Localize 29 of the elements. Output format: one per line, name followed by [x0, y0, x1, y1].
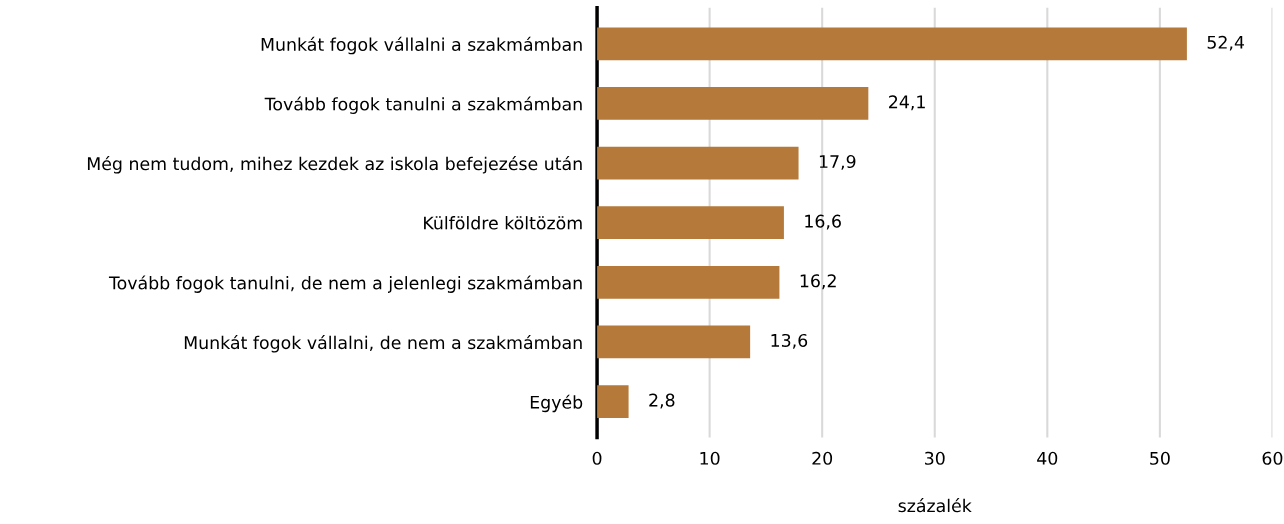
x-tick-label: 60 [1262, 451, 1283, 465]
y-tick-label: Tovább fogok tanulni a szakmámban [264, 96, 582, 114]
bar [597, 206, 784, 240]
data-label: 24,1 [889, 95, 925, 111]
bar [597, 325, 751, 359]
bar [597, 385, 629, 419]
bar [597, 87, 869, 120]
x-tick-label: 20 [812, 451, 833, 465]
bar [597, 146, 799, 180]
x-tick-label: 0 [592, 451, 602, 465]
x-tick-label: 50 [1150, 451, 1170, 465]
y-tick-label: Munkát fogok vállalni a szakmámban [261, 36, 582, 55]
y-tick-label: Még nem tudom, mihez kezdek az iskola befejezése után [87, 156, 582, 174]
x-tick-label: 10 [700, 451, 720, 465]
data-label: 16,6 [805, 214, 841, 230]
data-label: 17,9 [819, 154, 856, 170]
y-tick-label: Egyéb [530, 394, 583, 413]
x-tick-label: 40 [1037, 451, 1058, 465]
bar [597, 27, 1187, 61]
x-axis-title: százalék [898, 498, 972, 513]
x-tick-label: 30 [925, 451, 945, 465]
y-tick-label: Munkát fogok vállalni, de nem a szakmámban [184, 335, 582, 353]
data-label: 13,6 [771, 333, 808, 349]
y-tick-label: Tovább fogok tanulni, de nem a jelenlegi szakmámban [108, 275, 582, 293]
data-label: 16,2 [800, 274, 836, 290]
bar [597, 265, 780, 299]
data-label: 52,4 [1207, 35, 1245, 51]
data-label: 2,8 [649, 393, 675, 409]
y-tick-label: Külföldre költözöm [424, 216, 582, 230]
